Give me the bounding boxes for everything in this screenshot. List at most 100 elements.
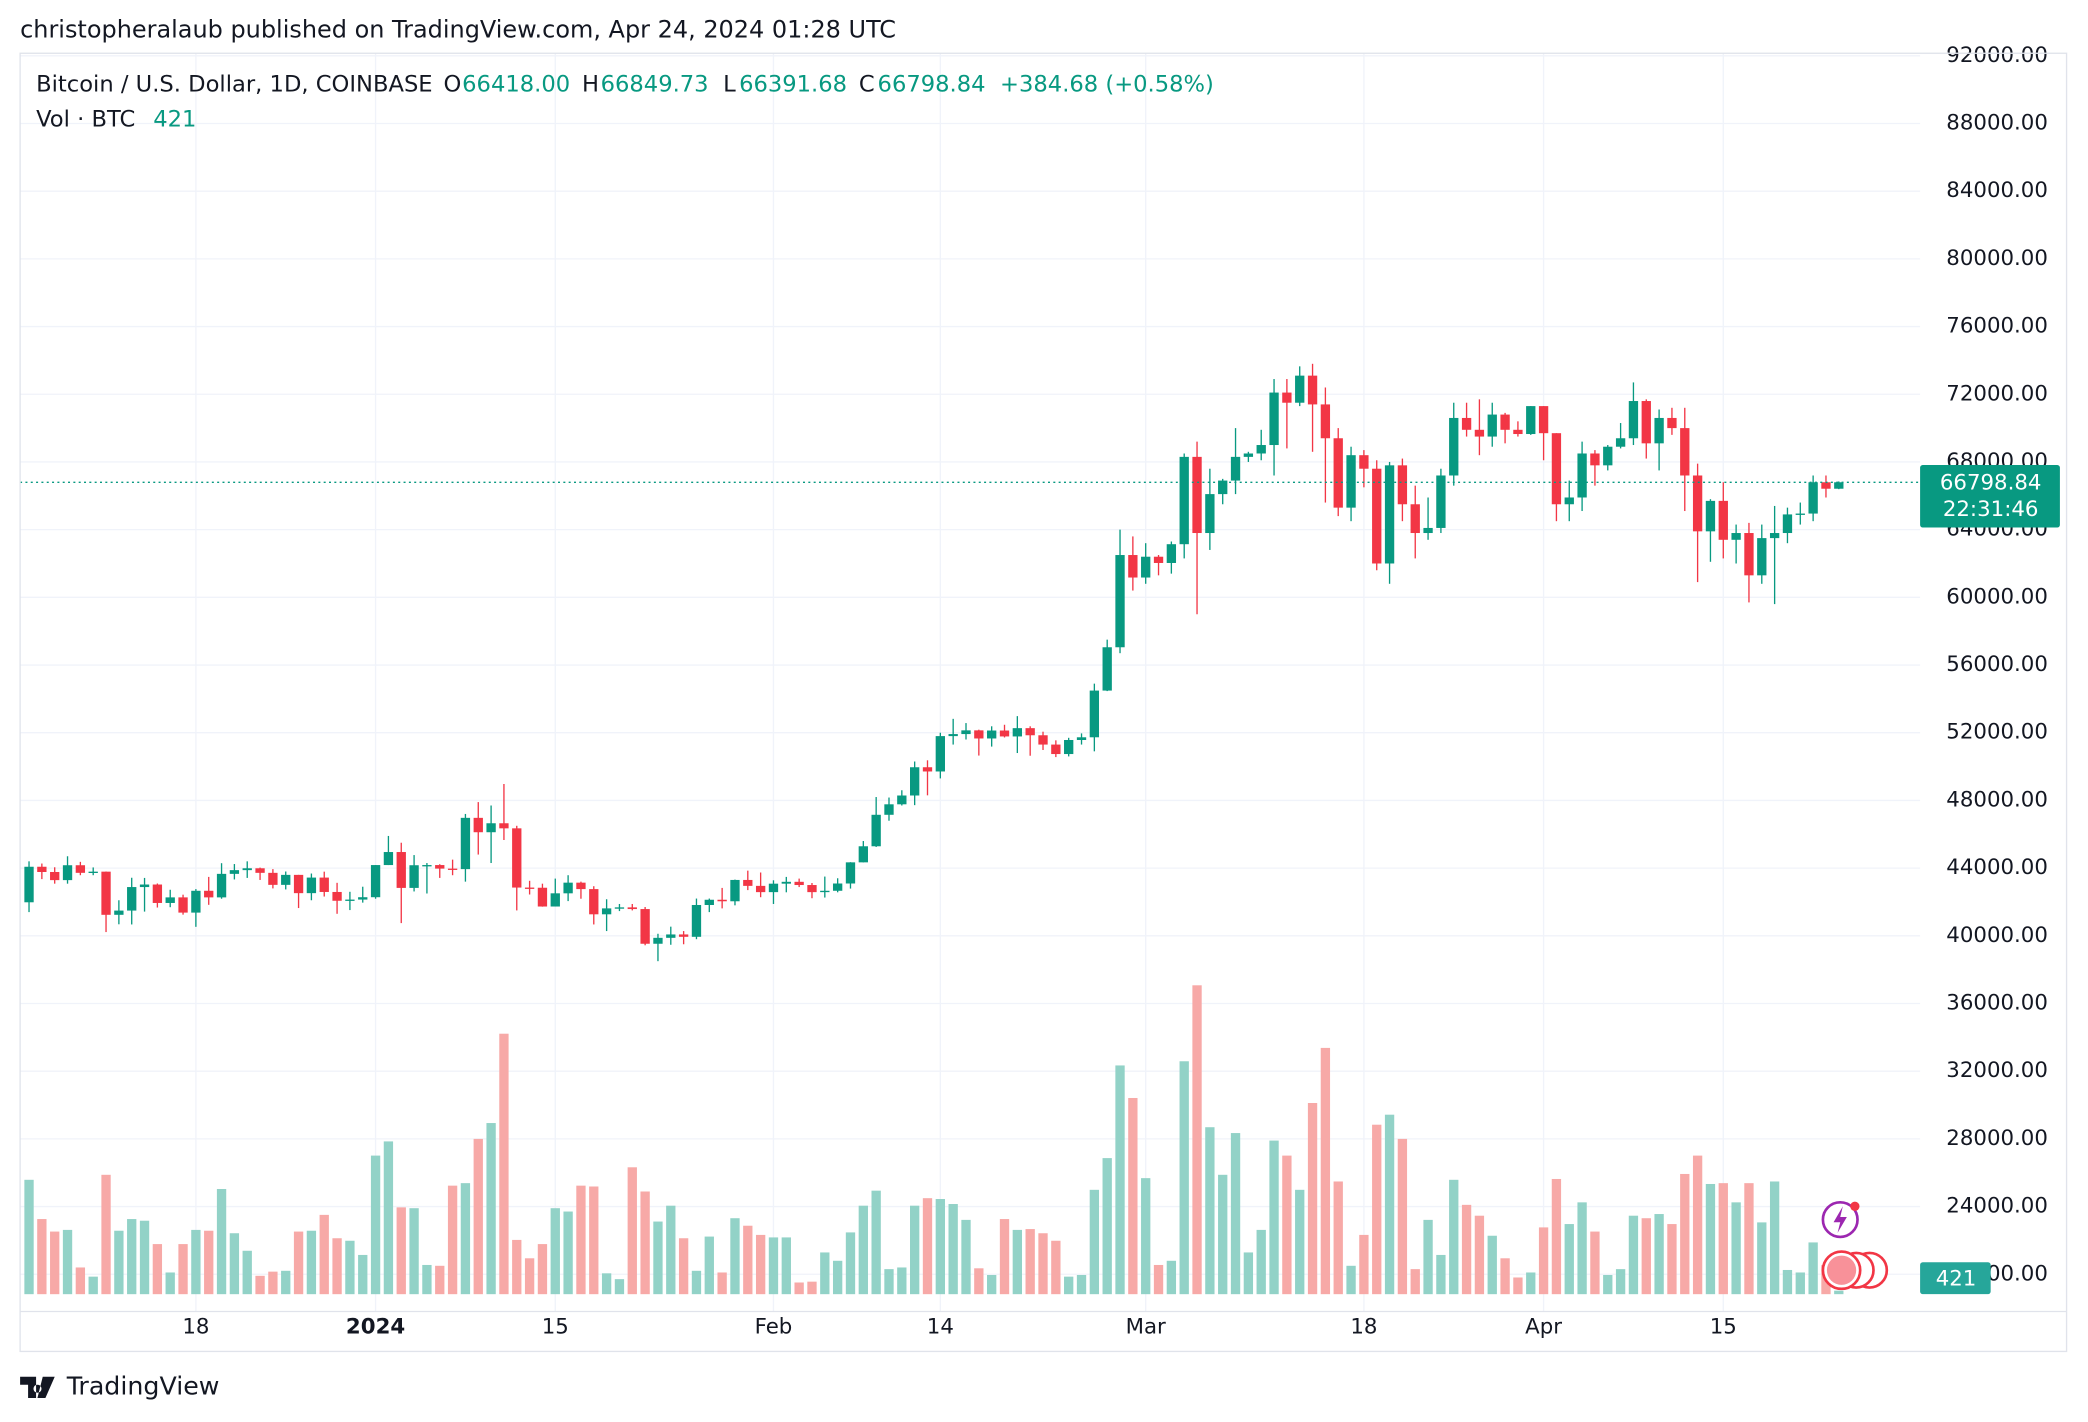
candle-body xyxy=(1192,456,1202,534)
volume-bar xyxy=(871,1190,881,1295)
volume-bar xyxy=(987,1274,997,1295)
volume-bar xyxy=(1564,1224,1574,1295)
volume-bar xyxy=(101,1174,111,1295)
candle-body xyxy=(1436,475,1446,528)
candle-body xyxy=(1295,375,1305,403)
candle-body xyxy=(1654,417,1664,444)
candle-layer xyxy=(24,363,1844,962)
candle-body xyxy=(1564,497,1574,505)
volume-bar xyxy=(1834,1290,1844,1295)
volume-bar xyxy=(1192,985,1202,1295)
volume-bar xyxy=(460,1183,471,1295)
candle-body xyxy=(1513,429,1523,435)
legend-value: 66418.00 xyxy=(462,72,570,98)
countdown-label: 22:31:46 xyxy=(1943,497,2039,522)
candle-body xyxy=(1230,456,1241,481)
volume-bar xyxy=(332,1238,342,1295)
volume-bar xyxy=(1513,1277,1523,1295)
volume-bar xyxy=(1667,1224,1677,1295)
candle-body xyxy=(653,937,663,944)
volume-bar xyxy=(589,1186,599,1295)
candle-body xyxy=(1243,453,1254,457)
volume-bar xyxy=(781,1237,791,1295)
candle-body xyxy=(319,877,329,892)
x-tick-label: Mar xyxy=(1126,1314,1166,1339)
volume-bar xyxy=(1590,1231,1600,1295)
candle-body xyxy=(524,887,535,889)
candle-body xyxy=(255,868,265,873)
legend-letter: H xyxy=(582,72,599,98)
candle-body xyxy=(1590,453,1600,466)
volume-bar xyxy=(1282,1155,1292,1295)
volume-bar xyxy=(24,1179,34,1295)
volume-bar xyxy=(1449,1179,1459,1295)
volume-bar xyxy=(999,1219,1010,1295)
candle-body xyxy=(1692,475,1703,532)
volume-bar xyxy=(563,1211,573,1295)
volume-bar xyxy=(358,1254,368,1295)
volume-tag xyxy=(1920,1262,1991,1295)
volume-bar xyxy=(486,1123,496,1295)
volume-bar xyxy=(1256,1229,1266,1295)
candle-body xyxy=(37,866,47,872)
volume-bar xyxy=(1641,1218,1651,1295)
volume-bar xyxy=(653,1221,663,1295)
candle-body xyxy=(1397,465,1408,505)
candle-body xyxy=(165,897,175,903)
volume-bar xyxy=(1487,1235,1497,1295)
volume-bar xyxy=(293,1231,304,1295)
volume-bar xyxy=(1320,1047,1331,1295)
legend-letter: C xyxy=(859,72,875,98)
candle-body xyxy=(1128,555,1138,578)
candle-body xyxy=(820,890,830,893)
candle-body xyxy=(1603,446,1613,466)
symbol-title: Bitcoin / U.S. Dollar, 1D, COINBASE xyxy=(36,72,433,98)
candle-body xyxy=(845,862,856,884)
volume-bar xyxy=(743,1225,753,1295)
candle-body xyxy=(563,882,573,894)
candle-body xyxy=(1320,404,1331,439)
candle-body xyxy=(1757,538,1767,576)
candle-body xyxy=(743,879,753,886)
volume-bar xyxy=(1012,1229,1023,1295)
candle-body xyxy=(1372,468,1382,564)
candle-body xyxy=(910,767,920,796)
plot-frame xyxy=(19,52,2068,1353)
volume-bar xyxy=(897,1267,907,1295)
candle-body xyxy=(216,873,227,898)
candle-body xyxy=(1705,500,1716,532)
volume-bar xyxy=(1410,1269,1420,1295)
candle-body xyxy=(1051,744,1061,755)
volume-bar xyxy=(1115,1065,1125,1295)
candle-body xyxy=(1731,533,1741,540)
volume-bar xyxy=(409,1208,419,1295)
candle-body xyxy=(1333,438,1343,508)
y-tick-label: 44000.00 xyxy=(1946,855,2048,880)
candle-body xyxy=(1269,392,1279,446)
axis-layer: 92000.00 88000.00 84000.00 80000.00 76000.00… xyxy=(20,43,2060,1339)
candle-body xyxy=(1346,455,1356,508)
volume-bar xyxy=(1769,1181,1780,1295)
volume-bar xyxy=(178,1244,188,1295)
volume-bar xyxy=(1295,1189,1305,1295)
legend-change: +384.68 (+0.58%) xyxy=(1000,72,1214,98)
volume-title: Vol · BTC xyxy=(36,106,135,132)
volume-bar xyxy=(832,1260,843,1295)
volume-bar xyxy=(640,1191,650,1295)
volume-bar xyxy=(537,1244,548,1295)
volume-bar xyxy=(1218,1174,1228,1295)
candle-body xyxy=(178,897,188,913)
volume-bar xyxy=(794,1282,804,1295)
volume-bar xyxy=(550,1208,560,1295)
volume-bar xyxy=(1089,1189,1100,1295)
candle-body xyxy=(242,868,252,871)
candle-body xyxy=(1821,482,1831,489)
volume-bar xyxy=(1680,1173,1690,1295)
candle-body xyxy=(88,871,98,873)
y-tick-label: 24000.00 xyxy=(1946,1194,2048,1219)
candle-body xyxy=(1487,414,1497,437)
candle-body xyxy=(50,871,60,881)
last-price-label: 66798.84 xyxy=(1940,471,2042,496)
candle-body xyxy=(832,883,843,891)
volume-bar xyxy=(268,1271,278,1295)
